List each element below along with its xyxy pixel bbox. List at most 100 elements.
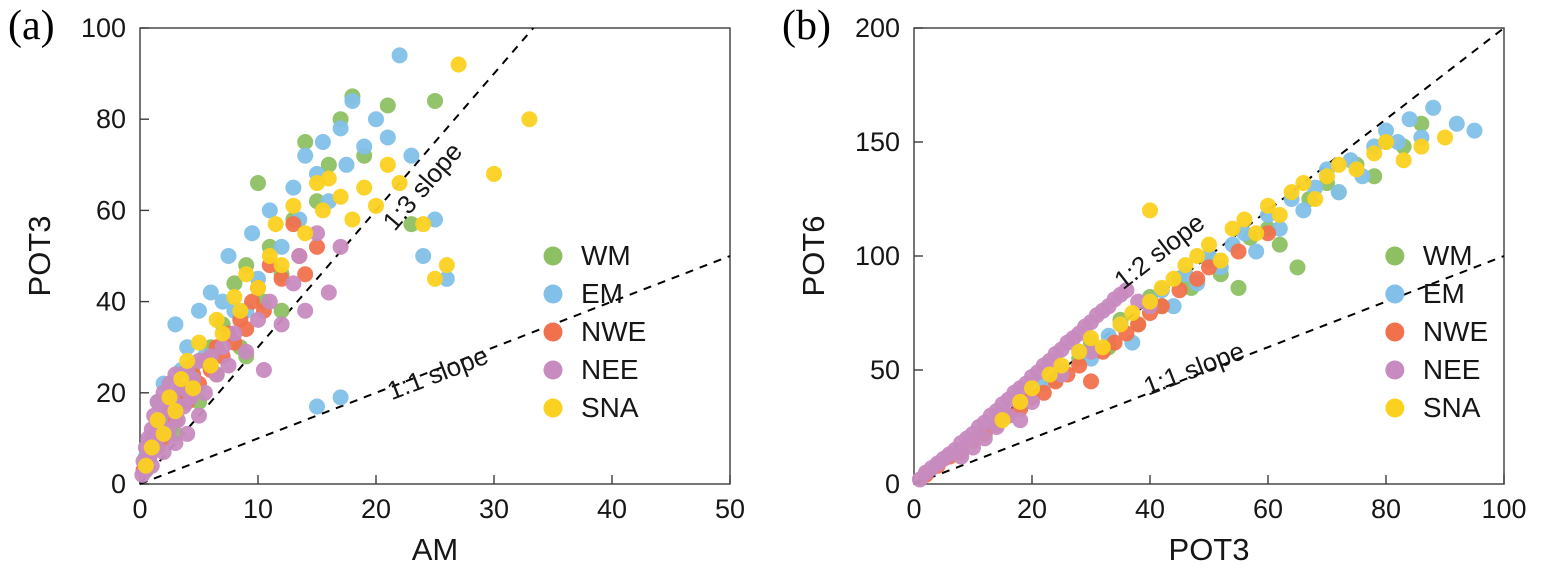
scatter-point-sna: [1153, 279, 1170, 296]
slope-label: 1:1 slope: [383, 340, 492, 406]
scatter-point-sna: [232, 302, 249, 319]
slope-label: 1:1 slope: [1139, 335, 1248, 401]
scatter-point-nee: [1118, 282, 1135, 299]
scatter-point-em: [1378, 122, 1394, 139]
y-tick-label: 150: [855, 127, 900, 157]
scatter-point-em: [356, 138, 373, 155]
scatter-point-sna: [427, 270, 443, 287]
scatter-point-nee: [291, 248, 308, 264]
scatter-point-em: [438, 270, 455, 287]
y-tick-label: 60: [96, 195, 126, 225]
scatter-point-em: [332, 120, 349, 137]
legend-marker-em: [1385, 284, 1405, 304]
legend-marker-nwe: [543, 322, 563, 342]
scatter-point-sna: [267, 216, 284, 233]
scatter-point-em: [415, 248, 432, 264]
scatter-point-sna: [185, 380, 202, 397]
scatter-point-em: [391, 47, 408, 64]
legend-label-wm: WM: [581, 240, 631, 271]
scatter-point-sna: [202, 357, 219, 374]
scatter-point-sna: [1201, 236, 1217, 253]
y-tick-label: 100: [855, 241, 900, 271]
scatter-point-nwe: [1189, 270, 1206, 287]
scatter-point-nwe: [297, 266, 314, 283]
scatter-point-nee: [332, 238, 349, 255]
scatter-point-sna: [155, 425, 172, 442]
legend-marker-nee: [1385, 360, 1405, 380]
scatter-point-em: [244, 225, 261, 242]
x-tick-label: 40: [597, 494, 627, 524]
scatter-point-wm: [379, 97, 396, 114]
x-tick-label: 0: [906, 494, 921, 524]
scatter-point-em: [273, 238, 290, 255]
scatter-point-sna: [1236, 211, 1253, 228]
scatter-point-em: [1295, 202, 1312, 219]
scatter-point-sna: [344, 211, 361, 228]
scatter-point-em: [1165, 298, 1182, 315]
scatter-point-sna: [438, 257, 455, 274]
legend-marker-nwe: [1385, 322, 1405, 342]
x-tick-label: 10: [243, 494, 273, 524]
y-axis-label: POT3: [22, 216, 57, 297]
scatter-point-sna: [1395, 152, 1412, 169]
scatter-point-sna: [208, 311, 225, 328]
legend-marker-wm: [543, 246, 563, 266]
x-tick-label: 20: [361, 494, 391, 524]
scatter-point-nee: [320, 284, 337, 301]
scatter-point-wm: [1271, 236, 1288, 253]
legend-label-em: EM: [1423, 278, 1465, 309]
scatter-point-wm: [273, 302, 290, 319]
scatter-point-nee: [220, 357, 237, 374]
scatter-point-sna: [250, 279, 266, 296]
scatter-point-nee: [214, 339, 231, 356]
x-axis-label: POT3: [1169, 532, 1250, 567]
scatter-point-em: [220, 248, 237, 264]
scatter-point-sna: [1307, 191, 1324, 207]
scatter-point-sna: [285, 197, 302, 214]
scatter-point-sna: [1189, 248, 1206, 264]
scatter-point-nee: [1012, 412, 1029, 429]
panel-a-label: (a): [8, 3, 55, 49]
scatter-point-sna: [1165, 270, 1182, 287]
scatter-point-em: [379, 129, 396, 146]
scatter-point-sna: [1330, 156, 1347, 173]
scatter-point-em: [261, 202, 278, 219]
scatter-point-sna: [226, 289, 243, 306]
y-tick-label: 40: [96, 287, 126, 317]
scatter-point-sna: [1378, 134, 1394, 150]
scatter-point-em: [338, 156, 355, 173]
scatter-point-nee: [238, 343, 255, 360]
scatter-point-nee: [273, 316, 290, 333]
scatter-point-sna: [1112, 316, 1129, 333]
scatter-point-sna: [1260, 197, 1276, 214]
scatter-point-nee: [285, 275, 302, 292]
x-tick-label: 60: [1253, 494, 1283, 524]
scatter-point-sna: [191, 334, 207, 351]
scatter-point-sna: [167, 403, 184, 420]
scatter-point-em: [285, 179, 302, 196]
scatter-point-nee: [179, 425, 196, 442]
legend-label-nwe: NWE: [581, 316, 646, 347]
y-tick-label: 50: [870, 355, 900, 385]
scatter-point-em: [332, 389, 349, 406]
legend-marker-em: [543, 284, 563, 304]
scatter-point-wm: [1366, 168, 1383, 185]
scatter-point-sna: [1413, 138, 1430, 155]
scatter-point-sna: [379, 156, 396, 173]
scatter-point-nee: [250, 311, 266, 328]
scatter-point-sna: [356, 179, 373, 196]
scatter-point-sna: [332, 188, 349, 205]
scatter-point-nwe: [285, 216, 302, 233]
scatter-point-wm: [1230, 279, 1247, 296]
scatter-point-sna: [521, 111, 538, 128]
scatter-point-sna: [238, 266, 255, 283]
x-tick-label: 40: [1135, 494, 1165, 524]
scatter-point-nee: [1024, 393, 1040, 410]
x-tick-label: 0: [132, 494, 147, 524]
scatter-point-sna: [1366, 145, 1383, 162]
legend-label-sna: SNA: [1423, 392, 1481, 423]
scatter-point-wm: [320, 156, 337, 173]
scatter-point-sna: [1012, 393, 1029, 410]
scatter-point-nee: [965, 439, 981, 456]
scatter-point-sna: [173, 371, 190, 388]
